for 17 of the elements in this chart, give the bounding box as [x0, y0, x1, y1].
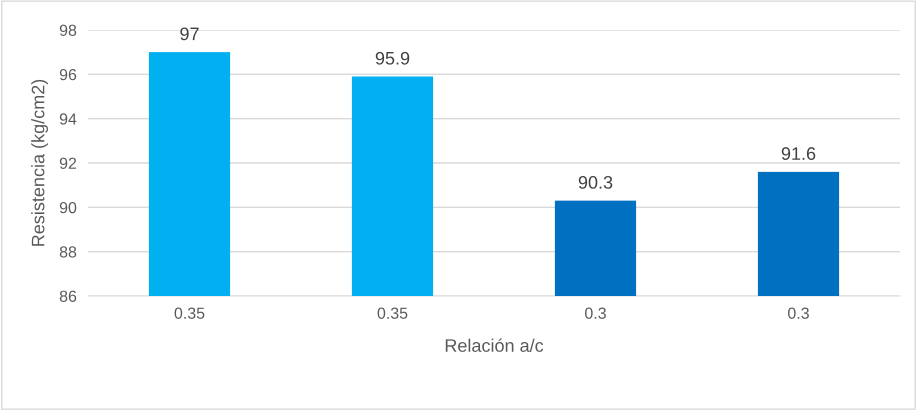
y-tick-label: 96	[60, 68, 76, 80]
data-label: 91.6	[782, 147, 816, 160]
y-axis-title: Resistencia (kg/cm2)	[31, 80, 48, 246]
data-label: 95.9	[376, 52, 410, 65]
data-label: 90.3	[578, 176, 612, 189]
y-tick-label: 92	[60, 158, 76, 169]
x-tick-label: 0.3	[585, 308, 606, 319]
y-tick-label: 90	[60, 202, 76, 214]
y-tick-label: 86	[60, 290, 76, 302]
y-tick-label: 94	[60, 113, 76, 125]
y-tick-label: 98	[60, 24, 76, 36]
x-tick-label: 0.35	[378, 308, 408, 319]
data-label: 97	[180, 27, 199, 40]
x-tick-label: 0.3	[788, 308, 809, 319]
x-axis-title: Relación a/c	[446, 338, 544, 352]
x-tick-label: 0.35	[174, 308, 204, 319]
y-tick-label: 88	[60, 246, 76, 258]
